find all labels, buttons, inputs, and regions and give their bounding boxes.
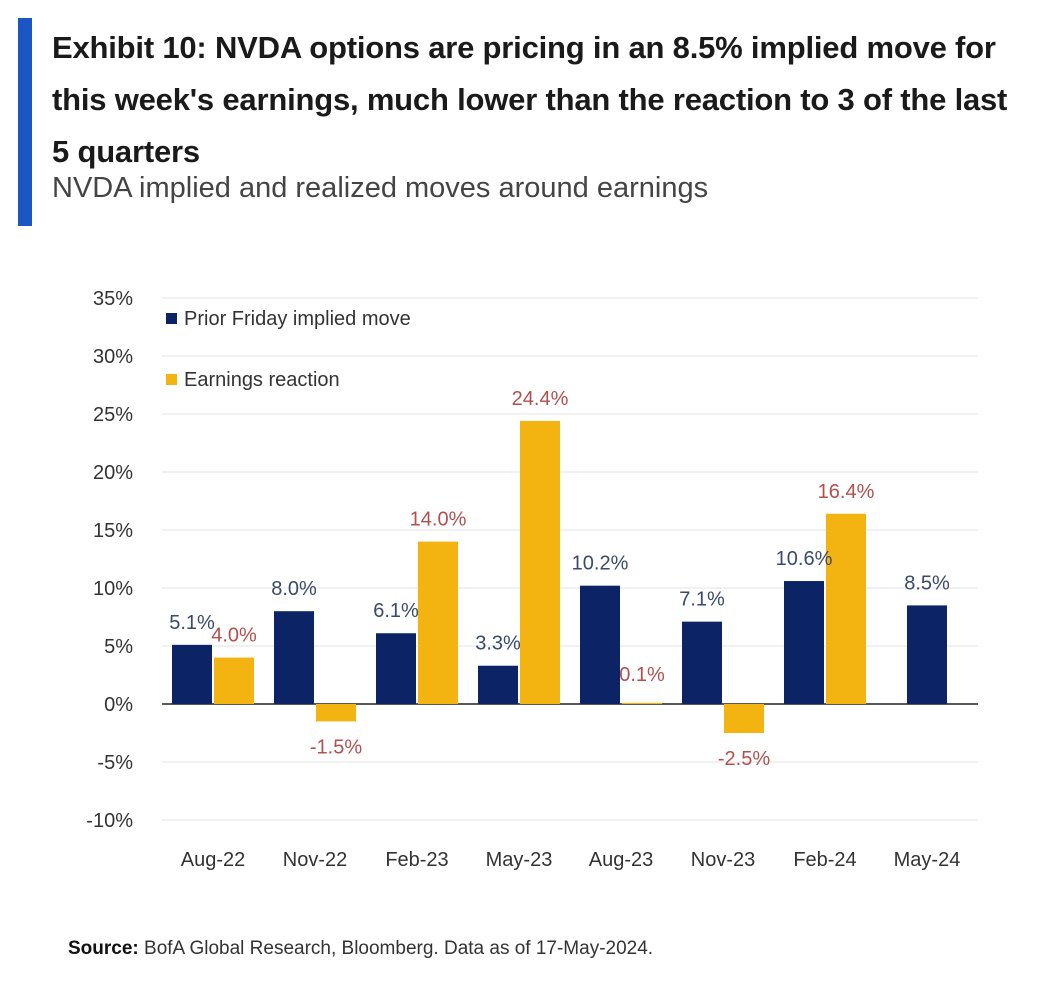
y-tick-label: 0% bbox=[104, 694, 133, 716]
bar-chart: 35% 30% 25% 20% 15% 10% 5% 0% -5% -10% 5.1%4.0% 8.… bbox=[86, 288, 978, 871]
source-note: Source: BofA Global Research, Bloomberg.… bbox=[68, 938, 653, 960]
data-label-earnings-reaction: 16.4% bbox=[818, 481, 875, 503]
data-label-earnings-reaction: 14.0% bbox=[410, 509, 467, 531]
x-axis: Aug-22 Nov-22 Feb-23 May-23 Aug-23 Nov-23 Feb-… bbox=[181, 849, 961, 871]
data-label-implied-move: 8.0% bbox=[271, 578, 317, 600]
y-tick-label: 10% bbox=[93, 578, 133, 600]
y-tick-label: 25% bbox=[93, 404, 133, 426]
data-label-earnings-reaction: 24.4% bbox=[512, 388, 569, 410]
bar-implied-move bbox=[376, 633, 416, 704]
x-tick-label: May-23 bbox=[486, 849, 553, 871]
x-tick-label: Aug-23 bbox=[589, 849, 654, 871]
data-label-implied-move: 10.6% bbox=[776, 548, 833, 570]
bars bbox=[172, 420, 947, 733]
bar-earnings-reaction bbox=[826, 513, 866, 704]
bar-implied-move bbox=[172, 644, 212, 704]
y-tick-label: 15% bbox=[93, 520, 133, 542]
data-label-implied-move: 5.1% bbox=[169, 612, 215, 634]
y-tick-label: 30% bbox=[93, 346, 133, 368]
source-text: BofA Global Research, Bloomberg. Data as… bbox=[144, 938, 654, 959]
legend: Prior Friday implied move Earnings reacti… bbox=[166, 308, 411, 391]
legend-swatch bbox=[166, 313, 177, 324]
bar-earnings-reaction bbox=[316, 704, 356, 722]
y-tick-label: 20% bbox=[93, 462, 133, 484]
data-label-earnings-reaction: 0.1% bbox=[619, 664, 665, 686]
x-tick-label: Feb-23 bbox=[385, 849, 448, 871]
x-tick-label: Nov-23 bbox=[691, 849, 755, 871]
data-label-implied-move: 6.1% bbox=[373, 600, 419, 622]
bar-earnings-reaction bbox=[520, 420, 560, 704]
legend-label: Prior Friday implied move bbox=[184, 308, 411, 330]
bar-earnings-reaction bbox=[418, 541, 458, 704]
data-label-earnings-reaction: 4.0% bbox=[211, 625, 257, 647]
bar-earnings-reaction bbox=[622, 702, 662, 704]
chart-title: Exhibit 10: NVDA options are pricing in … bbox=[52, 30, 1008, 169]
data-label-implied-move: 8.5% bbox=[904, 572, 950, 594]
bar-implied-move bbox=[274, 611, 314, 704]
chart-subtitle: NVDA implied and realized moves around e… bbox=[52, 172, 709, 204]
bar-implied-move bbox=[907, 605, 947, 704]
bar-earnings-reaction bbox=[214, 657, 254, 704]
x-tick-label: Nov-22 bbox=[283, 849, 347, 871]
x-tick-label: Aug-22 bbox=[181, 849, 246, 871]
y-tick-label: 5% bbox=[104, 636, 133, 658]
accent-bar bbox=[18, 18, 32, 226]
y-tick-label: -5% bbox=[97, 752, 133, 774]
data-label-implied-move: 7.1% bbox=[679, 589, 725, 611]
bar-implied-move bbox=[682, 621, 722, 704]
y-tick-label: 35% bbox=[93, 288, 133, 310]
source-label: Source: bbox=[68, 938, 139, 959]
bar-implied-move bbox=[580, 585, 620, 704]
x-tick-label: May-24 bbox=[894, 849, 961, 871]
bar-earnings-reaction bbox=[724, 704, 764, 733]
legend-label: Earnings reaction bbox=[184, 369, 340, 391]
y-axis: 35% 30% 25% 20% 15% 10% 5% 0% -5% -10% bbox=[86, 288, 133, 832]
data-label-earnings-reaction: -2.5% bbox=[718, 748, 770, 770]
y-tick-label: -10% bbox=[86, 810, 133, 832]
bar-implied-move bbox=[784, 581, 824, 704]
legend-swatch bbox=[166, 374, 177, 385]
bar-implied-move bbox=[478, 665, 518, 704]
x-tick-label: Feb-24 bbox=[793, 849, 856, 871]
data-label-earnings-reaction: -1.5% bbox=[310, 736, 362, 758]
data-labels: 5.1%4.0% 8.0% -1.5% 6.1% 14.0% 3.3% 24.4% 10.2%… bbox=[169, 388, 950, 770]
data-label-implied-move: 3.3% bbox=[475, 633, 521, 655]
data-label-implied-move: 10.2% bbox=[572, 553, 629, 575]
